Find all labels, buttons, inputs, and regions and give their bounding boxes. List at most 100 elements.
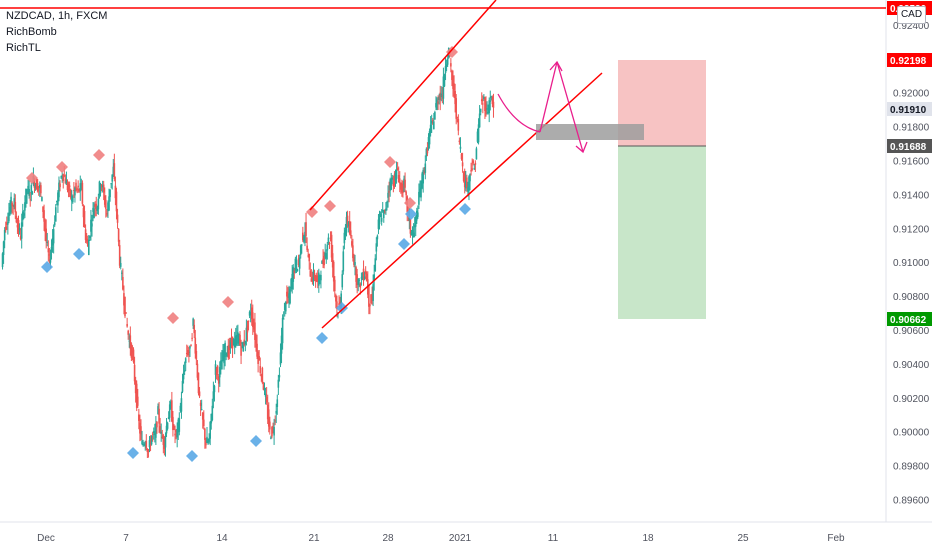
candle-body xyxy=(15,215,18,223)
pivot-low-marker xyxy=(127,447,139,459)
candle-body xyxy=(473,168,476,170)
projection-up-leg xyxy=(539,61,558,133)
candle-body xyxy=(266,404,269,420)
indicator-richtl[interactable]: RichTL xyxy=(6,42,41,54)
candle-body xyxy=(287,296,289,298)
candle-body xyxy=(242,342,245,352)
pivot-high-marker xyxy=(56,161,68,173)
candle-body xyxy=(84,229,87,240)
candle-body xyxy=(393,174,396,187)
candle-body xyxy=(25,188,27,204)
candle-body xyxy=(54,207,57,222)
candle-body xyxy=(121,272,123,274)
candle-body xyxy=(264,393,267,397)
entry-zone-box[interactable] xyxy=(536,124,644,140)
candle-body xyxy=(83,210,86,228)
candle-body xyxy=(410,232,413,236)
channel-lower-line[interactable] xyxy=(321,72,603,329)
candle-body xyxy=(82,207,85,218)
candle-body xyxy=(471,168,473,170)
candle-body xyxy=(21,211,24,221)
candle-body xyxy=(290,279,292,289)
candle-body xyxy=(86,240,89,247)
candle-body xyxy=(370,294,372,304)
take-profit-zone[interactable] xyxy=(618,146,706,319)
candle-body xyxy=(324,252,327,257)
candle-body xyxy=(159,426,161,433)
candle-body xyxy=(492,101,495,108)
candle-body xyxy=(433,121,435,130)
candle-body xyxy=(114,185,117,199)
candle-body xyxy=(258,356,260,361)
candle-body xyxy=(111,174,114,182)
candle-body xyxy=(36,183,39,192)
candle-body xyxy=(431,120,434,122)
candle-body xyxy=(259,366,262,373)
candle-body xyxy=(270,437,272,439)
candle-body xyxy=(289,289,291,304)
candle-body xyxy=(191,337,193,339)
pivot-low-marker xyxy=(186,450,198,462)
candle-body xyxy=(262,385,265,390)
candle-body xyxy=(24,202,26,211)
candle-body xyxy=(486,108,488,110)
candle-body xyxy=(154,432,156,436)
candle-body xyxy=(347,222,350,227)
time-axis[interactable]: Dec 7 14 21 28 2021 11 18 25 Feb xyxy=(37,533,845,544)
projection-path[interactable] xyxy=(497,60,588,154)
candle-body xyxy=(412,232,415,238)
candle-body xyxy=(203,419,205,427)
channel-upper-line[interactable] xyxy=(309,0,497,211)
price-tick-label: 0.90200 xyxy=(893,394,930,405)
candle-body xyxy=(306,245,308,250)
candle-body xyxy=(160,431,163,434)
projection-down-leg xyxy=(556,61,584,153)
candle-body xyxy=(299,245,302,256)
candle-body xyxy=(396,168,399,170)
candle-body xyxy=(232,339,235,346)
time-tick-label: 21 xyxy=(308,533,320,544)
candle-body xyxy=(42,206,44,212)
candle-body xyxy=(413,224,416,228)
indicator-richbomb[interactable]: RichBomb xyxy=(6,26,57,38)
candle-body xyxy=(491,96,494,105)
candle-body xyxy=(357,279,360,285)
currency-badge[interactable]: CAD xyxy=(897,6,926,24)
candle-body xyxy=(35,179,38,190)
candle-body xyxy=(70,196,73,202)
candle-body xyxy=(77,185,79,188)
candle-body xyxy=(176,428,178,438)
candle-body xyxy=(285,302,287,312)
symbol-title[interactable]: NZDCAD, 1h, FXCM xyxy=(6,10,108,22)
candle-body xyxy=(478,113,481,128)
pivot-low-marker xyxy=(41,261,53,273)
candle-body xyxy=(379,214,382,218)
candle-body xyxy=(316,276,319,282)
candle-body xyxy=(490,96,493,99)
candle-body xyxy=(90,219,92,232)
candle-body xyxy=(149,444,152,446)
candle-body xyxy=(138,414,140,421)
time-tick-label: 11 xyxy=(548,533,559,544)
candle-body xyxy=(263,387,266,390)
candle-body xyxy=(336,301,338,309)
candle-body xyxy=(388,190,390,193)
candle-body xyxy=(91,223,93,227)
candle-body xyxy=(291,273,293,290)
candle-body xyxy=(45,228,47,242)
candle-body xyxy=(271,427,273,437)
candle-body xyxy=(343,232,346,244)
candle-body xyxy=(231,336,234,349)
candle-body xyxy=(222,350,224,361)
candle-body xyxy=(94,204,96,207)
price-axis[interactable]: 0.924000.922000.920000.918000.916000.914… xyxy=(893,21,930,507)
candle-body xyxy=(145,441,148,449)
candle-body xyxy=(188,351,190,353)
candle-body xyxy=(213,385,216,393)
price-tag-stop: 0.92198 xyxy=(887,53,932,67)
candle-body xyxy=(132,349,135,362)
candle-body xyxy=(122,276,124,290)
candle-body xyxy=(167,417,170,420)
